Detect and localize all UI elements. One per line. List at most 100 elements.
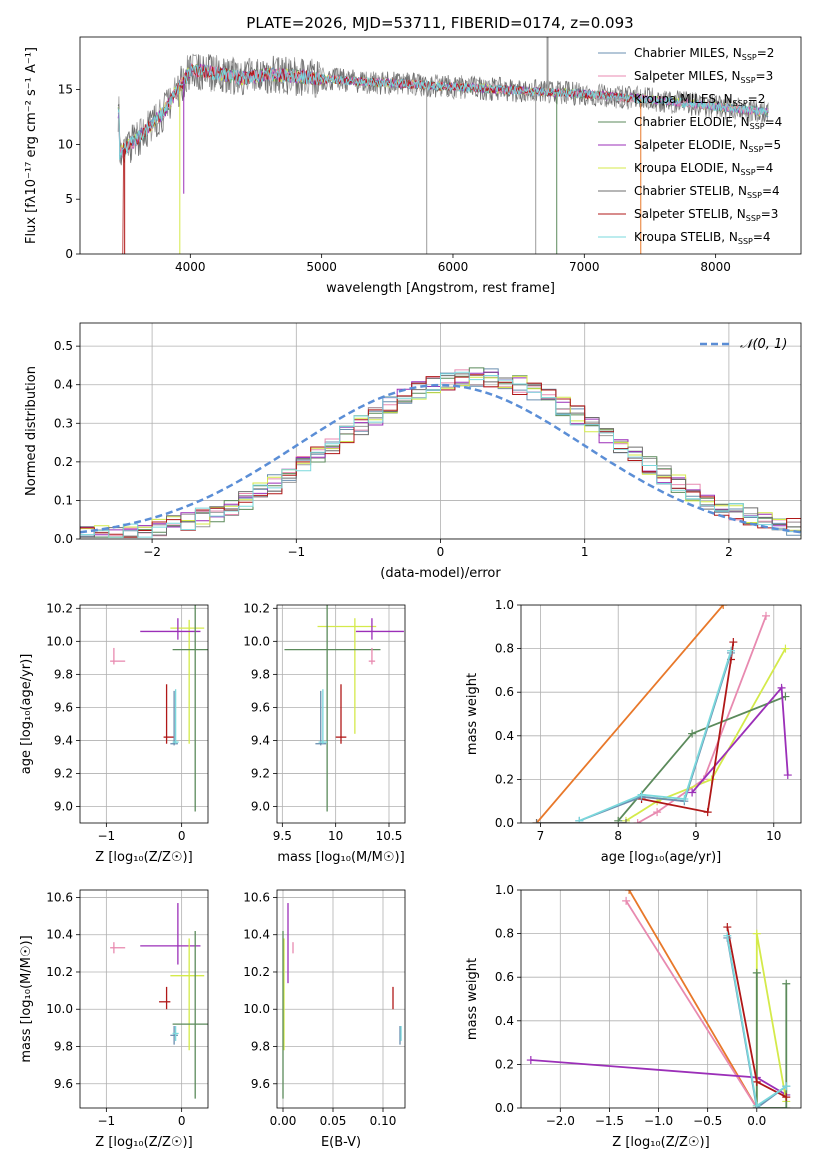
chart-age-weight: 7 8 9 10 0.0 0.2 0.4 0.6 0.8 1.0 age [log₁₀(age/yr… bbox=[465, 598, 802, 865]
weight-marker bbox=[614, 816, 623, 823]
y-tick-label: 10.0 bbox=[243, 1002, 270, 1016]
plot-area bbox=[117, 37, 769, 254]
x-tick-label: 0.0 bbox=[747, 1114, 766, 1128]
weight-marker bbox=[782, 979, 791, 988]
x-axis-label: Z [log₁₀(Z/Z☉)] bbox=[95, 850, 192, 865]
errorbar-point bbox=[110, 647, 126, 665]
errorbar-point bbox=[170, 619, 205, 744]
legend-label-sub: SSP bbox=[741, 168, 756, 177]
x-tick-label: −1.5 bbox=[595, 1114, 624, 1128]
y-tick-label: 0.0 bbox=[495, 816, 514, 830]
y-tick-label: 0.4 bbox=[54, 378, 73, 392]
weight-marker bbox=[782, 1104, 791, 1108]
y-tick-label: 0.8 bbox=[495, 642, 514, 656]
weight-marker bbox=[622, 819, 630, 823]
weight-line-7 bbox=[578, 650, 732, 822]
errorbar-point bbox=[170, 938, 205, 1051]
x-tick-label: 10 bbox=[328, 829, 343, 843]
x-tick-label: 1 bbox=[581, 545, 589, 559]
x-axis-label: Z [log₁₀(Z/Z☉)] bbox=[612, 1135, 709, 1150]
errorbar-point bbox=[355, 618, 404, 640]
weight-line-0 bbox=[628, 890, 758, 1108]
legend-label: Kroupa ELODIE, NSSP=4 bbox=[634, 161, 773, 177]
y-tick-label: 9.8 bbox=[54, 1040, 73, 1054]
legend-label: Chabrier STELIB, NSSP=4 bbox=[634, 184, 780, 200]
legend-label-suffix: =4 bbox=[753, 230, 771, 244]
weight-marker bbox=[752, 1077, 761, 1086]
axes-frame bbox=[79, 322, 802, 540]
weight-marker bbox=[625, 890, 634, 894]
x-tick-label: 8000 bbox=[700, 260, 731, 274]
legend-label-sub: SSP bbox=[733, 99, 748, 108]
x-tick-label: −2 bbox=[143, 545, 161, 559]
y-tick-label: 10.2 bbox=[243, 965, 270, 979]
legend-label: Salpeter MILES, NSSP=3 bbox=[634, 69, 773, 85]
weight-marker bbox=[719, 605, 728, 609]
y-tick-label: 1.0 bbox=[495, 598, 514, 612]
legend-label: Salpeter ELODIE, NSSP=5 bbox=[634, 138, 781, 154]
y-tick-label: 0.3 bbox=[54, 416, 73, 430]
axes-frame bbox=[79, 889, 209, 1109]
y-tick-label: 0.0 bbox=[54, 532, 73, 546]
weight-marker bbox=[762, 611, 770, 620]
x-tick-label: 7 bbox=[537, 829, 545, 843]
weight-marker bbox=[752, 968, 761, 977]
x-tick-label: 0.00 bbox=[270, 1114, 297, 1128]
y-tick-label: 0 bbox=[65, 247, 73, 261]
axes-frame bbox=[276, 889, 406, 1109]
weight-marker bbox=[680, 795, 689, 804]
legend-label-main: Chabrier STELIB, N bbox=[634, 184, 747, 198]
y-tick-label: 9.4 bbox=[251, 733, 270, 747]
weight-marker bbox=[777, 683, 786, 692]
x-axis-label: Z [log₁₀(Z/Z☉)] bbox=[95, 1135, 192, 1150]
errorbar-point bbox=[159, 986, 171, 1010]
legend-label-sub: SSP bbox=[742, 53, 757, 62]
y-tick-label: 15 bbox=[58, 83, 73, 97]
weight-marker bbox=[637, 790, 646, 799]
legend-label-main: Kroupa STELIB, N bbox=[634, 230, 738, 244]
legend-label-suffix: =4 bbox=[762, 184, 780, 198]
weight-marker bbox=[727, 646, 735, 655]
legend-label-main: Chabrier MILES, N bbox=[634, 46, 742, 60]
y-tick-label: 10.2 bbox=[243, 601, 270, 615]
weight-marker bbox=[783, 771, 792, 780]
y-axis-label: Normed distribution bbox=[24, 366, 39, 496]
legend-label-sub: SSP bbox=[741, 76, 756, 85]
weight-marker bbox=[575, 816, 584, 823]
y-tick-label: 0.2 bbox=[495, 1057, 514, 1071]
legend-label: Salpeter STELIB, NSSP=3 bbox=[634, 207, 778, 223]
errorbar-point bbox=[170, 1026, 178, 1045]
weight-marker bbox=[781, 644, 790, 653]
errorbar-point bbox=[284, 605, 381, 812]
legend-label: Chabrier ELODIE, NSSP=4 bbox=[634, 115, 782, 131]
legend-label-main: Kroupa ELODIE, N bbox=[634, 161, 741, 175]
y-tick-label: 0.6 bbox=[495, 970, 514, 984]
y-tick-label: 9.4 bbox=[54, 733, 73, 747]
chart-residuals: −2 −1 0 1 2 0.0 0.1 0.2 0.3 0.4 0.5 (data-model)/er… bbox=[24, 322, 802, 581]
weight-marker bbox=[526, 1056, 535, 1065]
x-tick-label: 0 bbox=[437, 545, 445, 559]
weight-marker bbox=[653, 808, 662, 817]
y-axis-label: Flux [fλ10⁻¹⁷ erg cm⁻² s⁻¹ A⁻¹] bbox=[24, 47, 39, 244]
legend-label-sub: SSP bbox=[738, 237, 753, 246]
x-tick-label: −1 bbox=[98, 829, 116, 843]
x-tick-label: 0 bbox=[178, 829, 186, 843]
x-tick-label: −1 bbox=[98, 1114, 116, 1128]
axes-frame bbox=[520, 889, 802, 1109]
legend-label-suffix: =5 bbox=[763, 138, 781, 152]
x-tick-label: 5000 bbox=[306, 260, 337, 274]
errorbar-point bbox=[170, 690, 178, 746]
histogram-8 bbox=[80, 371, 801, 538]
weight-line-1 bbox=[637, 615, 767, 823]
legend-label-suffix: =3 bbox=[761, 207, 779, 221]
legend-label-sub: SSP bbox=[746, 214, 761, 223]
x-axis-label: (data-model)/error bbox=[380, 566, 501, 581]
errorbar-point bbox=[172, 689, 179, 744]
legend-label-main: Salpeter MILES, N bbox=[634, 69, 741, 83]
errorbar-point bbox=[140, 618, 201, 640]
errorbar-point bbox=[163, 684, 175, 744]
legend-label-suffix: =4 bbox=[765, 115, 783, 129]
y-tick-label: 9.0 bbox=[54, 799, 73, 813]
y-axis-label: mass [log₁₀(M/M☉)] bbox=[19, 935, 34, 1062]
chart-z-age: −1 0 9.0 9.2 9.4 9.6 9.8 10.0 10.2 Z [log₁₀(Z/Z☉)… bbox=[19, 601, 209, 865]
